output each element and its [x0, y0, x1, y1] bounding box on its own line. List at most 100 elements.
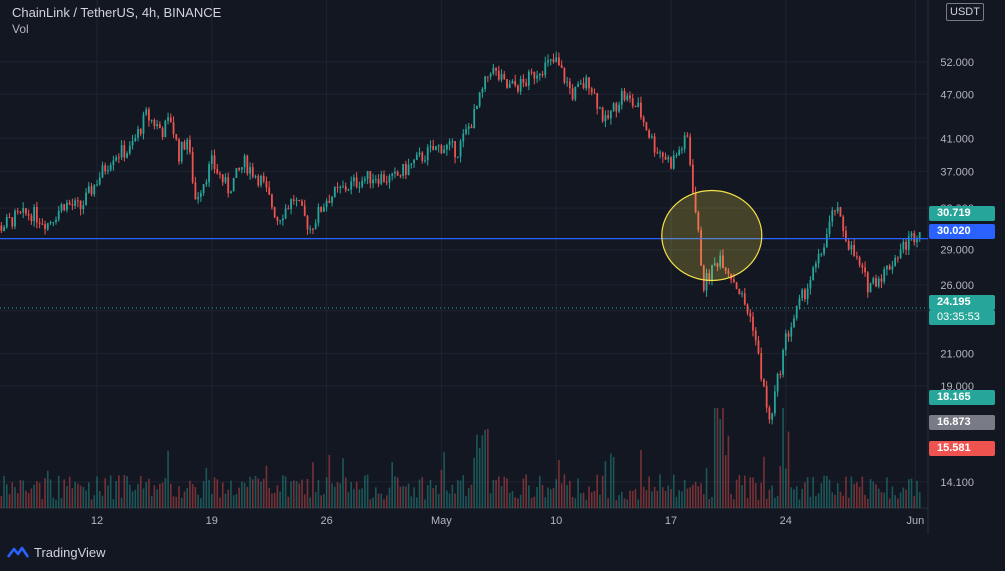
- candle-body: [22, 208, 25, 213]
- candle-body: [599, 107, 601, 109]
- volume-bar: [670, 489, 672, 508]
- volume-bar: [905, 489, 907, 508]
- volume-bar: [47, 470, 49, 508]
- volume-bar: [722, 408, 724, 508]
- candle-body: [90, 186, 93, 195]
- candle-body: [240, 167, 243, 170]
- candle-body: [301, 200, 303, 206]
- candle-body: [372, 179, 374, 184]
- volume-bar: [519, 494, 522, 508]
- brand[interactable]: TradingView: [7, 545, 106, 560]
- candle-body: [913, 233, 916, 243]
- candle-body: [645, 122, 648, 131]
- volume-bar: [713, 408, 716, 508]
- candle-body: [869, 283, 872, 293]
- candle-body: [202, 184, 205, 194]
- volume-bar: [640, 449, 642, 508]
- candle-body: [629, 95, 631, 99]
- volume-bar: [150, 495, 153, 508]
- volume-bar: [623, 498, 626, 508]
- volume-bar: [129, 484, 131, 508]
- volume-bar: [74, 481, 76, 508]
- volume-bar: [738, 475, 741, 508]
- volume-label[interactable]: Vol: [12, 22, 29, 36]
- candle-body: [115, 157, 118, 161]
- candle-body: [391, 173, 394, 176]
- candle-body: [678, 150, 681, 156]
- volume-bar: [659, 474, 661, 508]
- candle-body: [517, 85, 519, 92]
- candle-body: [328, 200, 331, 203]
- candle-body: [413, 159, 415, 164]
- candle-body: [14, 210, 16, 227]
- volume-bar: [175, 496, 178, 508]
- volume-bar: [590, 492, 593, 508]
- volume-bar: [159, 483, 161, 508]
- candle-body: [664, 156, 667, 160]
- volume-bar: [631, 490, 634, 508]
- candle-body: [686, 135, 689, 137]
- candle-body: [306, 215, 309, 230]
- candle-body: [891, 266, 894, 270]
- candle-body: [320, 207, 323, 212]
- candle-body: [481, 88, 484, 93]
- volume-bar: [820, 483, 823, 508]
- volume-bar: [897, 498, 899, 508]
- candle-body: [691, 164, 694, 193]
- candle-body: [650, 136, 653, 138]
- volume-bar: [57, 475, 60, 508]
- volume-bar: [448, 493, 451, 508]
- candle-body: [156, 124, 159, 127]
- volume-bar: [615, 499, 618, 508]
- volume-bar: [618, 495, 620, 508]
- currency-badge[interactable]: USDT: [946, 3, 984, 21]
- candle-body: [358, 186, 361, 188]
- candle-body: [708, 273, 711, 281]
- candle-body: [432, 146, 435, 151]
- candle-body: [383, 174, 385, 182]
- volume-bar: [664, 490, 667, 508]
- candle-body: [519, 79, 522, 92]
- volume-bar: [369, 499, 372, 508]
- candle-body: [5, 217, 8, 228]
- candle-body: [760, 353, 763, 380]
- volume-bar: [692, 484, 694, 508]
- candle-body: [711, 265, 713, 281]
- candle-body: [716, 263, 719, 267]
- candle-body: [719, 255, 722, 267]
- line-price-tag[interactable]: 30.020: [929, 224, 995, 239]
- candle-body: [273, 207, 276, 218]
- volume-bar: [355, 481, 358, 508]
- volume-bar: [19, 480, 22, 508]
- volume-bar: [571, 497, 574, 508]
- volume-bar: [90, 499, 93, 508]
- volume-bar: [604, 461, 607, 508]
- candle-body: [779, 374, 782, 376]
- candle-body: [303, 205, 306, 216]
- volume-bar: [287, 496, 290, 508]
- candle-body: [350, 181, 353, 190]
- candle-body: [126, 153, 128, 158]
- candle-body: [831, 210, 834, 222]
- candle-body: [3, 227, 5, 231]
- volume-bar: [779, 466, 782, 508]
- symbol-title[interactable]: ChainLink / TetherUS, 4h, BINANCE: [12, 5, 222, 20]
- volume-bar: [533, 496, 536, 508]
- volume-bar: [735, 479, 738, 508]
- candle-body: [194, 182, 197, 200]
- y-tick-label: 21.000: [940, 349, 974, 361]
- volume-bar: [156, 489, 158, 508]
- candle-body: [107, 170, 109, 172]
- volume-bar: [429, 480, 432, 508]
- candle-body: [743, 293, 746, 305]
- volume-bar: [612, 457, 615, 508]
- candlestick-chart[interactable]: 52.00047.00041.00037.00033.00029.00026.0…: [0, 0, 1005, 534]
- x-tick-label: 17: [665, 515, 677, 527]
- candle-body: [549, 59, 552, 61]
- tradingview-logo-icon: [7, 546, 29, 558]
- highlight-circle: [661, 189, 763, 282]
- candle-body: [262, 175, 265, 182]
- candle-body: [186, 139, 189, 150]
- candle-body: [555, 57, 558, 63]
- candle-body: [749, 312, 752, 317]
